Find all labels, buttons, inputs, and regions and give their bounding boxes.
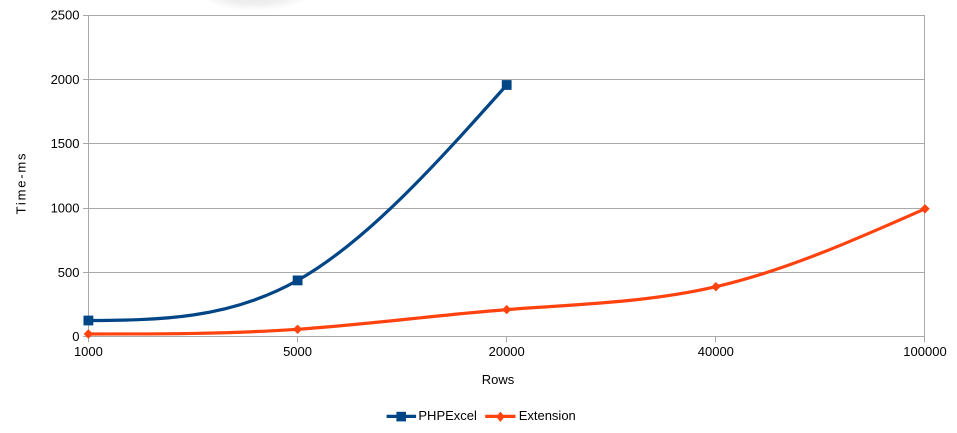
svg-text:500: 500 bbox=[58, 265, 80, 280]
svg-text:2500: 2500 bbox=[51, 8, 80, 23]
svg-text:Extension: Extension bbox=[519, 408, 576, 423]
svg-text:Time-ms: Time-ms bbox=[14, 152, 29, 215]
svg-text:5000: 5000 bbox=[283, 344, 312, 359]
svg-text:20000: 20000 bbox=[489, 344, 525, 359]
svg-text:1000: 1000 bbox=[74, 344, 103, 359]
svg-text:40000: 40000 bbox=[698, 344, 734, 359]
svg-text:100000: 100000 bbox=[903, 344, 946, 359]
svg-text:PHPExcel: PHPExcel bbox=[418, 408, 477, 423]
svg-text:1000: 1000 bbox=[51, 201, 80, 216]
svg-text:0: 0 bbox=[72, 329, 79, 344]
svg-text:2000: 2000 bbox=[51, 72, 80, 87]
svg-text:1500: 1500 bbox=[51, 136, 80, 151]
svg-text:Rows: Rows bbox=[482, 372, 515, 387]
